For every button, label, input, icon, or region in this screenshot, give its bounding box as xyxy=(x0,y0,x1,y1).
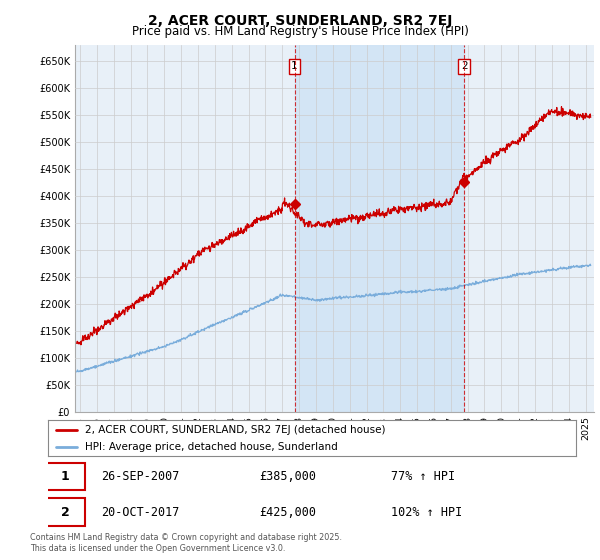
Bar xyxy=(295,45,464,412)
Text: 2: 2 xyxy=(461,61,467,71)
Text: 2, ACER COURT, SUNDERLAND, SR2 7EJ: 2, ACER COURT, SUNDERLAND, SR2 7EJ xyxy=(148,14,452,28)
Text: 1: 1 xyxy=(61,470,70,483)
Text: 102% ↑ HPI: 102% ↑ HPI xyxy=(391,506,463,519)
Text: HPI: Average price, detached house, Sunderland: HPI: Average price, detached house, Sund… xyxy=(85,442,338,452)
FancyBboxPatch shape xyxy=(46,463,85,490)
Text: Price paid vs. HM Land Registry's House Price Index (HPI): Price paid vs. HM Land Registry's House … xyxy=(131,25,469,38)
Text: 77% ↑ HPI: 77% ↑ HPI xyxy=(391,470,455,483)
Text: 1: 1 xyxy=(291,61,298,71)
Text: 2: 2 xyxy=(61,506,70,519)
Text: Contains HM Land Registry data © Crown copyright and database right 2025.
This d: Contains HM Land Registry data © Crown c… xyxy=(30,533,342,553)
Text: £385,000: £385,000 xyxy=(259,470,316,483)
Text: 20-OCT-2017: 20-OCT-2017 xyxy=(101,506,179,519)
Text: 2, ACER COURT, SUNDERLAND, SR2 7EJ (detached house): 2, ACER COURT, SUNDERLAND, SR2 7EJ (deta… xyxy=(85,425,385,435)
Text: 26-SEP-2007: 26-SEP-2007 xyxy=(101,470,179,483)
Text: £425,000: £425,000 xyxy=(259,506,316,519)
FancyBboxPatch shape xyxy=(46,498,85,526)
